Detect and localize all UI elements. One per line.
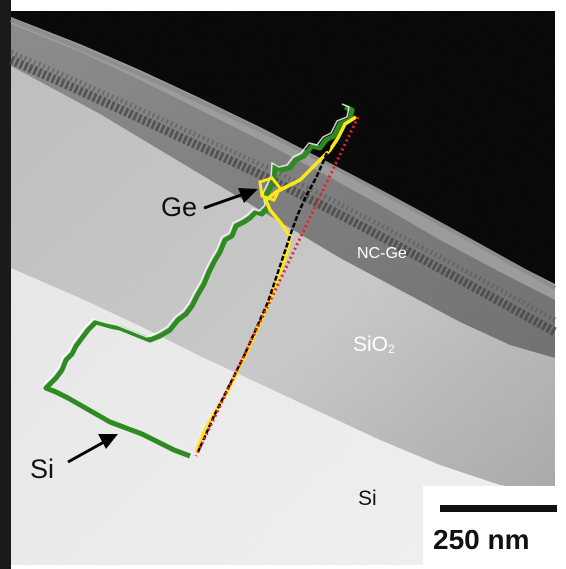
sio2-label: SiO2 [353, 334, 395, 355]
sio2-label-subscript: 2 [388, 342, 395, 356]
si-arrow-label: Si [30, 454, 55, 484]
sio2-label-base: SiO [353, 333, 389, 356]
nc-ge-label: NC-Ge [357, 245, 407, 262]
ge-label: Ge [161, 192, 198, 222]
scale-bar-label: 250 nm [433, 524, 530, 555]
scale-bar-line [440, 505, 557, 512]
micrograph-layers [9, 11, 558, 565]
green-profile-line [43, 104, 355, 459]
si-region-label: Si [358, 487, 377, 510]
yellow-ge-loop [258, 176, 282, 202]
black-profile-line [196, 139, 334, 453]
scale-bar: 250 nm [423, 486, 566, 569]
si-arrow [67, 434, 118, 464]
ge-arrow [203, 188, 258, 210]
